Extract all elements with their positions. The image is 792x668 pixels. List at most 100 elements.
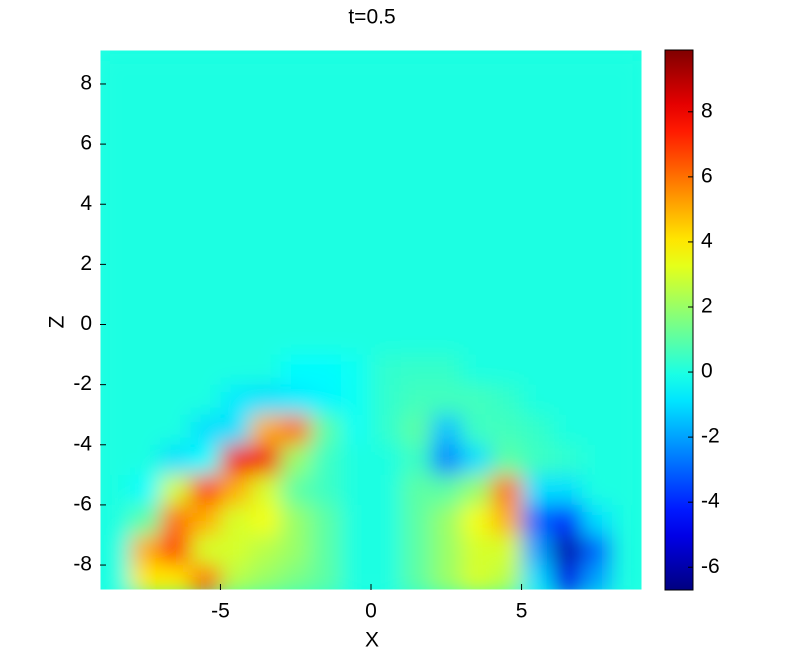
heatmap-cell [100,83,131,115]
heatmap-cell [250,354,282,386]
heatmap-cell [461,504,492,536]
y-tick-label: 2 [80,252,92,275]
heatmap-cell [491,354,523,386]
heatmap-cell [551,565,583,590]
heatmap-cell [611,324,642,356]
heatmap-cell [491,324,523,356]
heatmap-cell [310,504,342,536]
heatmap-cell [551,384,583,416]
heatmap-cell [220,384,252,416]
heatmap-cell [190,474,221,506]
heatmap-cell [160,384,191,416]
heatmap-cell [340,204,372,235]
heatmap-cell [100,174,131,205]
heatmap-cell [250,174,282,205]
heatmap-cell [160,264,191,295]
heatmap-cell [461,114,492,145]
plot-area [100,50,642,590]
heatmap-cell [491,83,523,115]
heatmap-cell [611,384,642,416]
heatmap-cell [611,83,642,115]
heatmap-cell [371,53,402,85]
heatmap-cell [100,534,131,566]
heatmap-cell [611,565,642,590]
heatmap-cell [100,144,131,175]
heatmap-cell [431,354,462,386]
heatmap-cell [521,294,553,326]
heatmap-cell [581,324,613,356]
heatmap-cell [280,204,312,235]
heatmap-cell [491,565,523,590]
heatmap-cell [130,324,161,356]
heatmap-cell [250,474,282,506]
heatmap-cell [250,204,282,235]
heatmap-cell [190,504,221,536]
heatmap-cell [250,534,282,566]
heatmap-cell [190,565,221,590]
heatmap-cell [190,414,221,446]
heatmap-cell [160,294,191,326]
heatmap-cell [611,474,642,506]
heatmap-cell [160,114,191,145]
heatmap-cell [160,534,191,566]
heatmap-cell [551,354,583,386]
y-tick-label: 8 [80,72,92,95]
colorbar-tick-label: 4 [701,229,713,252]
heatmap-cell [551,504,583,536]
heatmap-cell [250,83,282,115]
heatmap-cell [371,264,402,295]
heatmap-cell [461,534,492,566]
heatmap-cell [581,384,613,416]
heatmap-cell [521,324,553,356]
heatmap-cell [491,414,523,446]
heatmap-cell [310,324,342,356]
heatmap-cell [461,234,492,265]
heatmap-cell [401,264,432,295]
heatmap-cell [130,414,161,446]
heatmap-cell [250,144,282,175]
heatmap-cell [250,414,282,446]
heatmap-cell [100,384,131,416]
heatmap-cell [130,294,161,326]
heatmap-cell [280,534,312,566]
heatmap-cell [250,53,282,85]
heatmap-cell [190,534,221,566]
heatmap-cell [220,144,252,175]
heatmap-cell [581,234,613,265]
heatmap-cell [551,174,583,205]
heatmap-cell [130,234,161,265]
heatmap-cell [280,324,312,356]
heatmap-cell [250,264,282,295]
heatmap-cell [220,354,252,386]
x-tick-label: -5 [211,600,230,623]
heatmap-cell [280,384,312,416]
y-axis-label: Z [46,315,69,328]
heatmap-cell [160,414,191,446]
heatmap-cell [521,83,553,115]
heatmap-cell [491,444,523,476]
heatmap-cell [551,264,583,295]
heatmap-cell [340,234,372,265]
heatmap-cell [371,384,402,416]
heatmap-cell [521,264,553,295]
heatmap-cell [130,504,161,536]
heatmap-cell [220,114,252,145]
colorbar-tick-label: 0 [701,360,713,383]
heatmap-cell [371,504,402,536]
heatmap-cell [100,114,131,145]
heatmap-cell [340,294,372,326]
heatmap-cell [250,565,282,590]
heatmap-cell [310,294,342,326]
colorbar-tick-label: -4 [701,490,720,513]
heatmap-cell [130,565,161,590]
heatmap-cell [220,204,252,235]
heatmap-cell [130,114,161,145]
heatmap-cell [100,414,131,446]
heatmap-cell [401,114,432,145]
heatmap-cell [431,234,462,265]
heatmap-cell [190,324,221,356]
heatmap-cell [401,534,432,566]
heatmap-cell [581,444,613,476]
heatmap-cell [280,565,312,590]
heatmap-cells [100,53,642,590]
